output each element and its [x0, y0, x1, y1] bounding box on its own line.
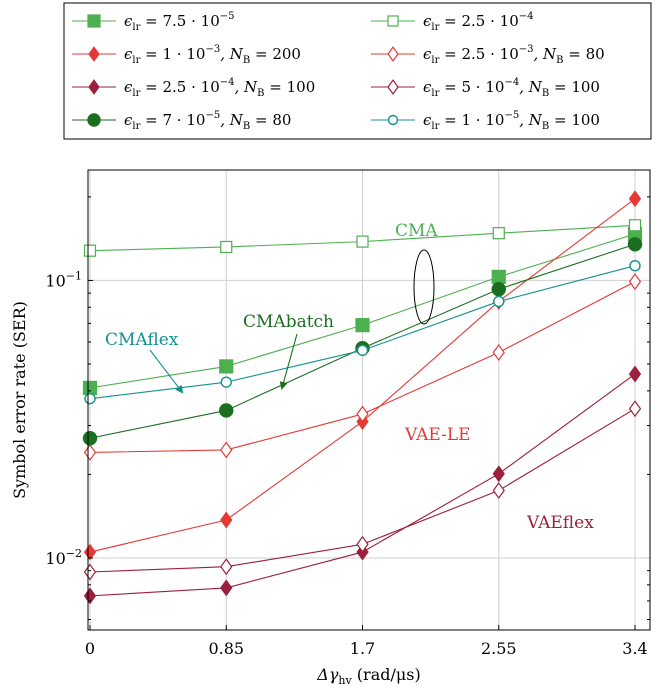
legend-label: ϵlr = 5 · 10−4, NB = 100	[423, 77, 600, 99]
x-tick-label: 3.4	[622, 639, 647, 658]
legend-marker	[387, 15, 399, 27]
legend-marker	[387, 46, 399, 62]
annotation-vaeflex: VAEflex	[526, 513, 594, 533]
legend-label: ϵlr = 2.5 · 10−4	[423, 11, 534, 33]
x-tick-label: 2.55	[481, 639, 517, 658]
data-point	[356, 344, 369, 357]
data-point	[220, 376, 232, 388]
data-point	[220, 240, 233, 254]
data-point	[628, 400, 642, 418]
data-point	[628, 365, 642, 383]
legend-label: ϵlr = 2.5 · 10−3, NB = 80	[423, 44, 605, 66]
legend-marker	[88, 46, 100, 62]
data-point	[82, 380, 98, 395]
data-point	[83, 543, 97, 561]
legend: ϵlr = 7.5 · 10−5 ϵlr = 2.5 · 10−4 ϵlr = 1 …	[63, 2, 652, 140]
legend-marker	[88, 79, 100, 95]
legend-marker	[387, 114, 399, 126]
data-point	[493, 295, 505, 308]
x-tick-label: 0.85	[208, 639, 244, 658]
data-point	[491, 269, 506, 284]
legend-label: ϵlr = 1 · 10−5, NB = 100	[423, 110, 600, 132]
legend-label: ϵlr = 2.5 · 10−4, NB = 100	[124, 77, 315, 99]
y-tick-label: 10−1	[45, 269, 82, 290]
legend-label: ϵlr = 7 · 10−5, NB = 80	[124, 110, 291, 132]
ticks: 0 0.85 1.7 2.55 3.4 10−1 10−2	[45, 196, 650, 658]
data-point	[628, 219, 642, 232]
data-point	[491, 281, 506, 297]
legend-marker	[87, 113, 101, 127]
series-layer	[82, 190, 643, 605]
data-point	[219, 359, 234, 374]
legend-label: ϵlr = 7.5 · 10−5	[124, 11, 235, 33]
x-axis-label: Δγhv (rad/μs)	[316, 665, 420, 687]
legend-entry-1: ϵlr = 2.5 · 10−4	[371, 11, 534, 33]
data-point	[220, 511, 233, 529]
legend-frame	[63, 2, 652, 140]
legend-marker	[387, 79, 399, 95]
y-axis-label: Symbol error rate (SER)	[10, 301, 29, 499]
data-point	[629, 260, 641, 272]
legend-entry-5: ϵlr = 5 · 10−4, NB = 100	[371, 77, 600, 99]
data-point	[356, 235, 369, 248]
data-point	[628, 190, 642, 208]
data-point	[220, 441, 233, 459]
data-point	[84, 392, 96, 405]
legend-entry-2: ϵlr = 1 · 10−3, NB = 200	[72, 44, 301, 66]
cmaflex-arrow	[149, 349, 184, 394]
legend-label: ϵlr = 1 · 10−3, NB = 200	[124, 44, 301, 66]
annotation-cmabatch: CMAbatch	[243, 312, 334, 332]
series-1	[83, 219, 642, 257]
legend-entry-7: ϵlr = 1 · 10−5, NB = 100	[371, 110, 600, 132]
legend-entry-6: ϵlr = 7 · 10−5, NB = 80	[72, 110, 291, 132]
y-tick-label: 10−2	[45, 547, 82, 568]
cmabatch-arrow	[279, 333, 298, 390]
series-3	[83, 273, 642, 461]
legend-marker	[87, 14, 101, 28]
data-point	[220, 579, 233, 597]
data-point	[356, 405, 369, 423]
data-point	[219, 403, 234, 418]
data-point	[492, 465, 505, 483]
data-point	[83, 587, 97, 605]
data-point	[82, 431, 98, 446]
data-point	[355, 318, 370, 333]
annotation-cma: CMA	[395, 221, 438, 241]
data-point	[492, 482, 505, 499]
series-5	[83, 400, 642, 581]
data-point	[492, 344, 505, 361]
plot-frame	[87, 169, 651, 631]
x-tick-label: 0	[85, 639, 95, 658]
data-point	[628, 273, 642, 291]
legend-entry-4: ϵlr = 2.5 · 10−4, NB = 100	[72, 77, 315, 99]
plot-area: 0 0.85 1.7 2.55 3.4 10−1 10−2 CMA CMAbatch CMAfl…	[45, 169, 651, 658]
annotation-cmaflex: CMAflex	[105, 330, 179, 350]
data-point	[83, 244, 97, 257]
x-tick-label: 1.7	[350, 639, 375, 658]
legend-entry-3: ϵlr = 2.5 · 10−3, NB = 80	[371, 44, 605, 66]
data-point	[356, 535, 369, 553]
data-point	[83, 563, 97, 581]
data-point	[627, 237, 643, 252]
cma-group-ellipse	[413, 249, 435, 325]
data-point	[492, 227, 505, 240]
annotation-vae-le: VAE-LE	[404, 425, 471, 445]
annotations: CMA CMAbatch CMAflex VAE-LE VAEflex	[105, 221, 594, 533]
data-point	[83, 443, 97, 461]
grid	[88, 170, 650, 630]
data-point	[220, 558, 233, 576]
legend-entry-0: ϵlr = 7.5 · 10−5	[72, 11, 235, 33]
